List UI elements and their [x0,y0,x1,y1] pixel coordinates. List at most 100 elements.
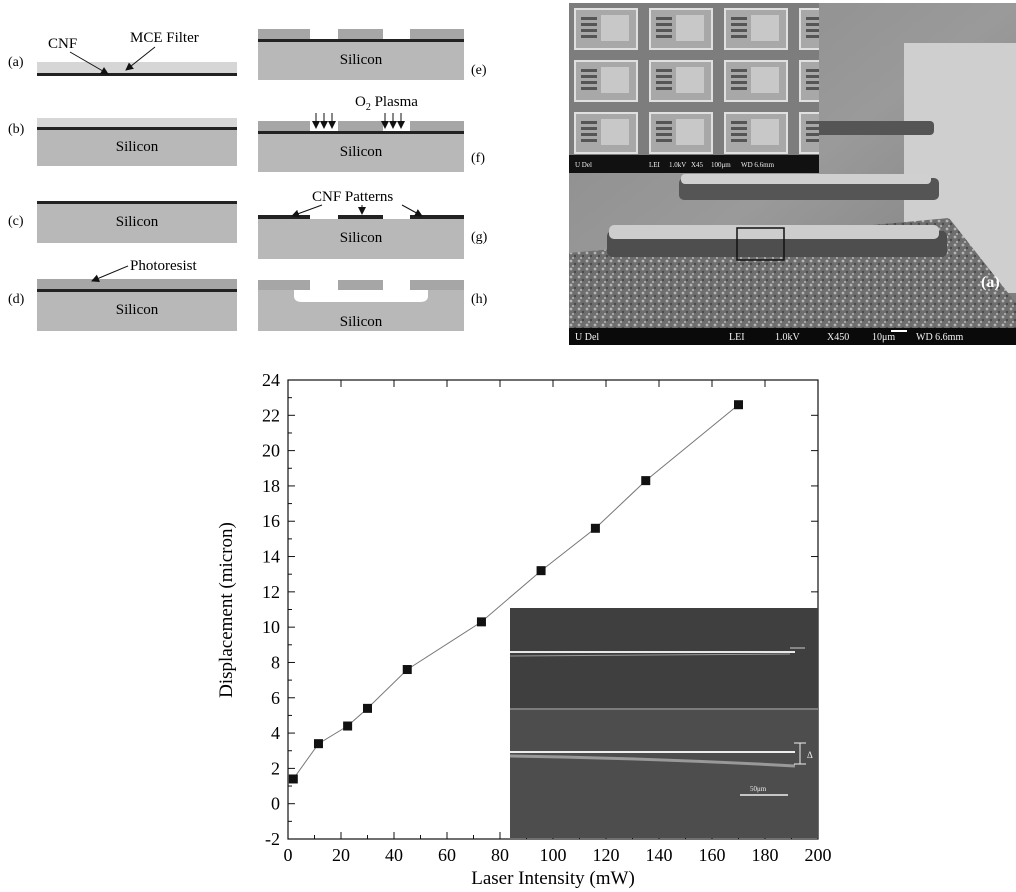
y-tick-label: 20 [262,441,280,461]
step-label-f: (f) [471,151,485,166]
step-label-a: (a) [8,55,24,70]
inset-bar-item: X45 [691,161,704,169]
cnf-patterns-arrow-1 [291,204,323,218]
x-tick-label: 40 [385,845,403,865]
sem-info-bar [569,328,1016,345]
sem-bar-item: 1.0kV [775,332,801,343]
data-point [343,721,353,731]
cantilever-h1 [258,280,310,290]
silicon-label-d: Silicon [116,302,159,318]
inset-bar-item: WD 6.6mm [741,161,775,169]
inset-bar-item: U Del [575,161,592,169]
x-tick-label: 120 [593,845,620,865]
y-axis-label: Displacement (micron) [216,522,237,698]
o2-plasma-callout: O2 Plasma [355,94,418,113]
sem-bar-item: LEI [729,332,745,343]
inset-scale-label: 50μm [750,785,767,793]
cnf-film-f [258,131,464,134]
displacement-chart: 0 20 40 60 80 100 120 140 160 180 200-202468101214… [216,370,832,889]
cantilever-beams [607,121,947,257]
silicon-label-e: Silicon [340,52,383,68]
step-label-e: (e) [471,63,487,78]
x-tick-label: 100 [540,845,567,865]
mce-filter-layer-b [37,118,237,127]
silicon-substrate-b [37,130,237,166]
cantilever-h3 [410,280,464,290]
x-tick-label: 180 [752,845,779,865]
y-tick-label: 16 [262,511,280,531]
x-tick-label: 140 [646,845,673,865]
silicon-substrate-e [258,42,464,80]
silicon-label-h: Silicon [340,314,383,330]
photoresist-layer-d [37,279,237,289]
x-tick-label: 0 [284,845,293,865]
y-tick-label: -2 [265,829,280,849]
y-tick-label: 22 [262,405,280,425]
y-tick-label: 10 [262,617,280,637]
resist-block-f2 [338,121,383,131]
resist-block-e3 [410,29,464,39]
cnf-pattern-g3 [410,215,464,219]
resist-block-f3 [410,121,464,131]
x-tick-label: 20 [332,845,350,865]
cnf-film-c [37,201,237,204]
silicon-substrate-d [37,292,237,331]
y-tick-label: 0 [271,794,280,814]
photoresist-callout: Photoresist [130,258,198,274]
cnf-callout: CNF [48,36,77,52]
sem-bar-item: U Del [575,332,599,343]
data-point [536,566,546,576]
sem-bar-item: WD 6.6mm [916,332,963,343]
series-line [292,404,739,780]
data-point [402,665,412,675]
cnf-callout-arrow [69,51,109,75]
data-point [313,739,323,749]
sem-scale-bar [891,330,907,332]
sem-panel-label: (a) [981,274,1000,291]
mce-filter-callout-arrow [125,46,156,71]
y-tick-label: 8 [271,652,280,672]
x-tick-label: 160 [699,845,726,865]
y-tick-label: 4 [271,723,280,743]
resist-block-f1 [258,121,310,131]
cnf-film-b [37,127,237,130]
delta-label: Δ [807,750,813,760]
resist-block-e2 [338,29,383,39]
x-tick-label: 200 [805,845,832,865]
sem-micrograph: U Del LEI 1.0kV X45 100μm WD 6.6mm (a) U… [569,3,1016,345]
cantilever-h2 [338,280,383,290]
plasma-arrows-left [312,113,336,129]
silicon-substrate-f [258,134,464,172]
silicon-label-g: Silicon [340,230,383,246]
y-tick-label: 24 [262,370,280,390]
silicon-label-f: Silicon [340,144,383,160]
data-point [590,523,600,533]
sem-inset: U Del LEI 1.0kV X45 100μm WD 6.6mm [569,3,819,173]
inset-bar-item: 1.0kV [669,161,686,169]
cnf-film-e [258,39,464,42]
cnf-patterns-arrow-3 [401,204,423,217]
cnf-patterns-callout: CNF Patterns [312,189,393,205]
cnf-film-a [37,73,237,76]
sem-bar-item: 10μm [872,332,895,343]
step-label-g: (g) [471,230,488,245]
data-point [641,476,651,486]
deflection-inset: Δ 50μm [509,608,818,838]
step-label-c: (c) [8,214,24,229]
zoom-region-box [736,227,785,261]
silicon-label-b: Silicon [116,139,159,155]
x-tick-label: 80 [491,845,509,865]
resist-block-e1 [258,29,310,39]
cnf-film-d [37,289,237,292]
step-label-d: (d) [8,292,25,307]
y-tick-label: 12 [262,582,280,602]
data-point [288,774,298,784]
y-tick-label: 14 [262,547,280,567]
silicon-substrate-c [37,204,237,243]
data-point [363,703,372,713]
silicon-label-c: Silicon [116,214,159,230]
cnf-pattern-g1 [258,215,310,219]
inset-bar-item: LEI [649,161,661,169]
data-point [476,617,486,627]
sem-bar-item: X450 [827,332,849,343]
